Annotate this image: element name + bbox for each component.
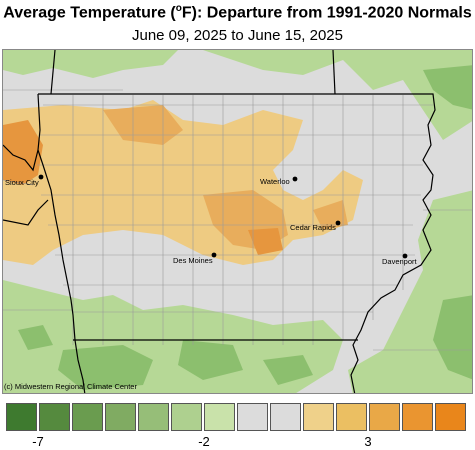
legend-swatch-2 [72, 403, 103, 431]
legend-label-minus7: -7 [32, 434, 44, 449]
davenport-dot [402, 253, 408, 259]
state-boundaries [3, 50, 436, 393]
legend-swatch-4 [138, 403, 169, 431]
legend-swatch-0 [6, 403, 37, 431]
temperature-departure-map: Sioux City Waterloo Cedar Rapids Des Moi… [2, 49, 473, 394]
city-label-cedar-rapids: Cedar Rapids [290, 223, 336, 232]
des-moines-dot [211, 252, 217, 258]
city-dots [38, 174, 408, 259]
waterloo-dot [292, 176, 298, 182]
orange-anomaly-regions [3, 100, 363, 265]
map-subtitle: June 09, 2025 to June 15, 2025 [131, 27, 343, 45]
legend-swatch-1 [39, 403, 70, 431]
legend-swatch-3 [105, 403, 136, 431]
map-svg: Sioux City Waterloo Cedar Rapids Des Moi… [3, 50, 472, 393]
map-title-block: Average Temperature (oF): Departure from… [0, 0, 475, 44]
color-legend [6, 403, 468, 431]
city-label-des-moines: Des Moines [173, 256, 213, 265]
legend-swatch-8 [270, 403, 301, 431]
legend-swatch-11 [369, 403, 400, 431]
city-label-davenport: Davenport [382, 257, 418, 266]
green-anomaly-regions [3, 50, 472, 393]
legend-label-3: 3 [364, 434, 372, 449]
legend-labels: -7 -2 3 [0, 432, 475, 450]
legend-swatch-5 [171, 403, 202, 431]
legend-swatch-6 [204, 403, 235, 431]
cedar-rapids-dot [335, 220, 341, 226]
credit-text: (c) Midwestern Regional Climate Center [4, 382, 137, 391]
legend-swatch-9 [303, 403, 334, 431]
legend-swatch-13 [435, 403, 466, 431]
city-label-sioux-city: Sioux City [5, 178, 39, 187]
legend-swatch-7 [237, 403, 268, 431]
legend-label-minus2: -2 [198, 434, 210, 449]
legend-swatch-10 [336, 403, 367, 431]
city-label-waterloo: Waterloo [260, 177, 290, 186]
sioux-city-dot [38, 174, 44, 180]
map-title: Average Temperature (oF): Departure from… [3, 3, 472, 22]
legend-swatch-12 [402, 403, 433, 431]
